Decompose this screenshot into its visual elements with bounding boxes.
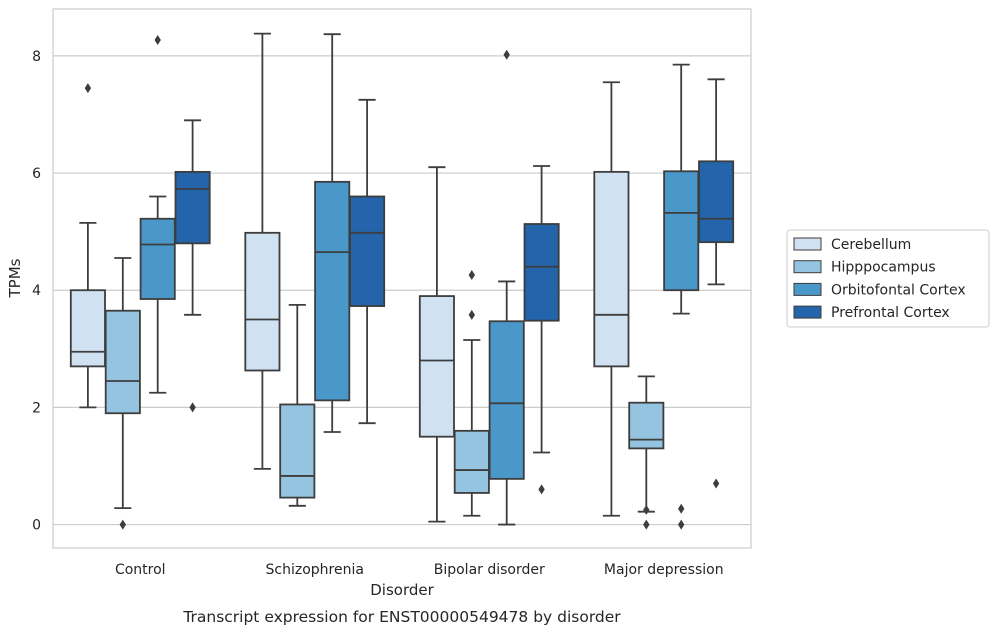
box-cerebellum [69, 83, 106, 409]
outlier-point [678, 503, 685, 514]
y-tick-label: 0 [32, 518, 41, 534]
outlier-point [154, 35, 161, 46]
iqr-box [418, 295, 455, 438]
box-orbitofontal-cortex [139, 35, 176, 394]
iqr-box [174, 170, 211, 245]
y-tick-label: 8 [32, 49, 41, 65]
outlier-point [468, 309, 475, 320]
iqr-box [244, 231, 281, 372]
y-tick-label: 6 [32, 166, 41, 182]
legend-frame [786, 229, 990, 328]
legend: Cerebellum Hipppocampus Orbitofontal Corte… [786, 229, 990, 328]
legend-label: Cerebellum [831, 237, 911, 253]
legend-swatch [793, 282, 822, 296]
x-tick-label: Schizophrenia [266, 562, 364, 578]
outlier-point [643, 519, 650, 530]
box-hipppocampus [628, 375, 665, 530]
outlier-point [468, 269, 475, 280]
iqr-box [104, 309, 141, 415]
iqr-box [279, 403, 316, 499]
plot-frame [52, 8, 752, 549]
y-axis-ticks: 0 2 4 6 8 [32, 49, 41, 534]
x-tick-label: Control [115, 562, 166, 578]
box-cerebellum [244, 32, 281, 470]
iqr-box [698, 160, 735, 244]
box-hipppocampus [453, 269, 490, 517]
box-cerebellum [593, 81, 630, 517]
iqr-box [139, 217, 176, 300]
legend-label: Prefrontal Cortex [831, 305, 950, 321]
iqr-box [349, 195, 386, 307]
outlier-point [678, 519, 685, 530]
y-tick-label: 2 [32, 400, 41, 416]
outlier-point [712, 478, 720, 489]
x-tick-label: Major depression [604, 562, 724, 578]
box-cerebellum [418, 166, 455, 523]
box-prefrontal-cortex [174, 119, 211, 413]
box-prefrontal-cortex [349, 98, 386, 425]
outlier-point [503, 49, 510, 60]
box-orbitofontal-cortex [314, 33, 351, 433]
legend-swatch [793, 260, 822, 274]
y-tick-label: 4 [32, 283, 41, 299]
iqr-box [69, 289, 106, 368]
box-prefrontal-cortex [523, 165, 560, 495]
legend-swatch [793, 237, 822, 251]
iqr-box [593, 170, 630, 368]
box-prefrontal-cortex [698, 78, 735, 489]
x-axis-ticks: Control Schizophrenia Bipolar disorder Majo… [115, 562, 724, 578]
box-series [69, 32, 735, 530]
outlier-point [119, 519, 126, 530]
outlier-point [643, 504, 650, 515]
iqr-box [523, 223, 560, 322]
box-orbitofontal-cortex [488, 49, 525, 526]
outlier-point [84, 83, 92, 94]
chart-caption: Transcript expression for ENST0000054947… [182, 608, 621, 626]
legend-label: Orbitofontal Cortex [831, 282, 966, 298]
outlier-point [189, 402, 196, 413]
legend-swatch [793, 305, 822, 319]
legend-label: Hipppocampus [831, 260, 936, 276]
x-tick-label: Bipolar disorder [434, 562, 545, 578]
iqr-box [314, 180, 351, 402]
y-axis-label: TPMs [6, 258, 24, 298]
box-orbitofontal-cortex [663, 63, 700, 530]
iqr-box [453, 429, 490, 494]
x-axis-label: Disorder [370, 581, 434, 599]
box-hipppocampus [279, 303, 316, 507]
iqr-box [663, 170, 700, 292]
iqr-box [488, 320, 525, 480]
iqr-box [628, 401, 665, 450]
outlier-point [538, 484, 545, 495]
box-hipppocampus [104, 257, 141, 530]
